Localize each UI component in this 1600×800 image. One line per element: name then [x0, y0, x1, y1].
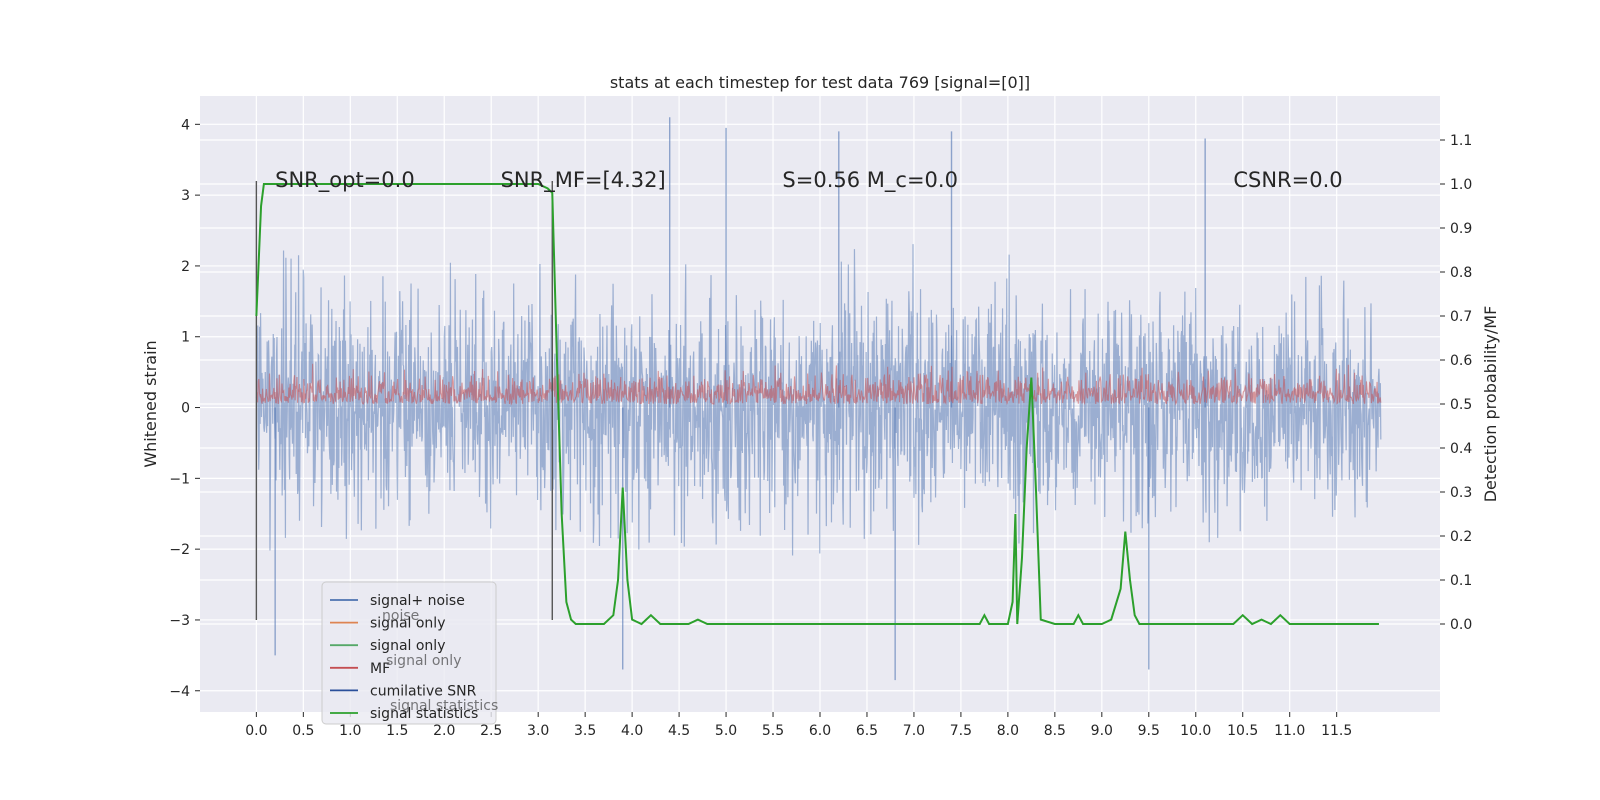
chart-title: stats at each timestep for test data 769…: [610, 73, 1030, 92]
y-right-tick-label: 0.1: [1450, 573, 1472, 589]
x-tick-label: 11.0: [1274, 723, 1305, 739]
x-tick-label: 2.0: [433, 723, 455, 739]
annotation-3: CSNR=0.0: [1233, 168, 1342, 192]
x-tick-label: 9.5: [1138, 723, 1160, 739]
y-tick-label: 0: [181, 401, 190, 417]
x-tick-label: 0.0: [245, 723, 267, 739]
x-tick-label: 0.5: [292, 723, 314, 739]
annotation-1: SNR_MF=[4.32]: [501, 168, 666, 193]
x-tick-label: 10.0: [1180, 723, 1211, 739]
x-tick-label: 10.5: [1227, 723, 1258, 739]
y-axis-label-right: Detection probability/MF: [1481, 306, 1500, 503]
x-tick-label: 9.0: [1091, 723, 1113, 739]
y-tick-label: 4: [181, 117, 190, 133]
x-tick-label: 7.5: [950, 723, 972, 739]
y-right-tick-label: 0.0: [1450, 617, 1472, 633]
mf-line: [255, 363, 1382, 406]
legend-ghost-text: signal statistics: [390, 698, 498, 714]
x-tick-label: 6.0: [809, 723, 831, 739]
signal-plus-noise-series: [255, 117, 1382, 681]
x-tick-label: 2.5: [480, 723, 502, 739]
y-right-tick-label: 1.1: [1450, 133, 1472, 149]
x-tick-label: 5.5: [762, 723, 784, 739]
y-tick-label: 1: [181, 330, 190, 346]
vertical-markers: [255, 180, 553, 620]
y-tick-label: −1: [169, 471, 190, 487]
y-tick-label: −4: [169, 684, 190, 700]
tick-labels: 0.0 0.5 1.0 1.5 2.0 2.5 3.0 3.5 4.0 4.5 5.0 5.5 6.0 6…: [169, 117, 1472, 739]
annotation-2: S=0.56 M_c=0.0: [782, 168, 958, 193]
y-right-tick-label: 0.8: [1450, 265, 1472, 281]
y-right-tick-label: 1.0: [1450, 177, 1472, 193]
signal-statistics-series: [255, 183, 1379, 626]
y-tick-label: 2: [181, 259, 190, 275]
x-tick-label: 8.5: [1044, 723, 1066, 739]
x-tick-label: 1.5: [386, 723, 408, 739]
y-tick-label: −3: [169, 613, 190, 629]
x-tick-label: 4.0: [621, 723, 643, 739]
x-tick-label: 5.0: [715, 723, 737, 739]
annotations: SNR_opt=0.0 SNR_MF=[4.32] S=0.56 M_c=0.0 CS…: [275, 168, 1342, 193]
annotation-0: SNR_opt=0.0: [275, 168, 415, 193]
x-tick-label: 6.5: [856, 723, 878, 739]
legend-box: [321, 581, 497, 725]
y-right-tick-label: 0.3: [1450, 485, 1472, 501]
y-right-tick-label: 0.5: [1450, 397, 1472, 413]
x-tick-label: 4.5: [668, 723, 690, 739]
x-tick-label: 3.5: [574, 723, 596, 739]
legend-entry: MF: [370, 661, 390, 677]
x-tick-label: 3.0: [527, 723, 549, 739]
legend-ghost-text: signal only: [386, 653, 461, 669]
x-tick-label: 7.0: [903, 723, 925, 739]
y-tick-label: −2: [169, 542, 190, 558]
y-axis-label-left: Whitened strain: [141, 340, 160, 467]
legend-entry: signal only: [370, 638, 445, 654]
x-tick-label: 8.0: [997, 723, 1019, 739]
legend-entry: signal+ noise: [370, 593, 465, 609]
legend-entry: cumilative SNR: [370, 683, 477, 699]
x-tick-label: 1.0: [339, 723, 361, 739]
legend-entry: signal statistics: [370, 706, 478, 722]
signal-statistics-line: [255, 183, 1379, 626]
x-tick-label: 11.5: [1321, 723, 1352, 739]
legend-entry: signal only: [370, 616, 445, 632]
y-right-tick-label: 0.2: [1450, 529, 1472, 545]
y-tick-label: 3: [181, 188, 190, 204]
y-right-tick-label: 0.4: [1450, 441, 1472, 457]
y-right-tick-label: 0.9: [1450, 221, 1472, 237]
y-right-tick-label: 0.7: [1450, 309, 1472, 325]
mf-series: [255, 363, 1382, 406]
legend-ghost-text: noise: [382, 608, 419, 624]
y-right-tick-label: 0.6: [1450, 353, 1472, 369]
